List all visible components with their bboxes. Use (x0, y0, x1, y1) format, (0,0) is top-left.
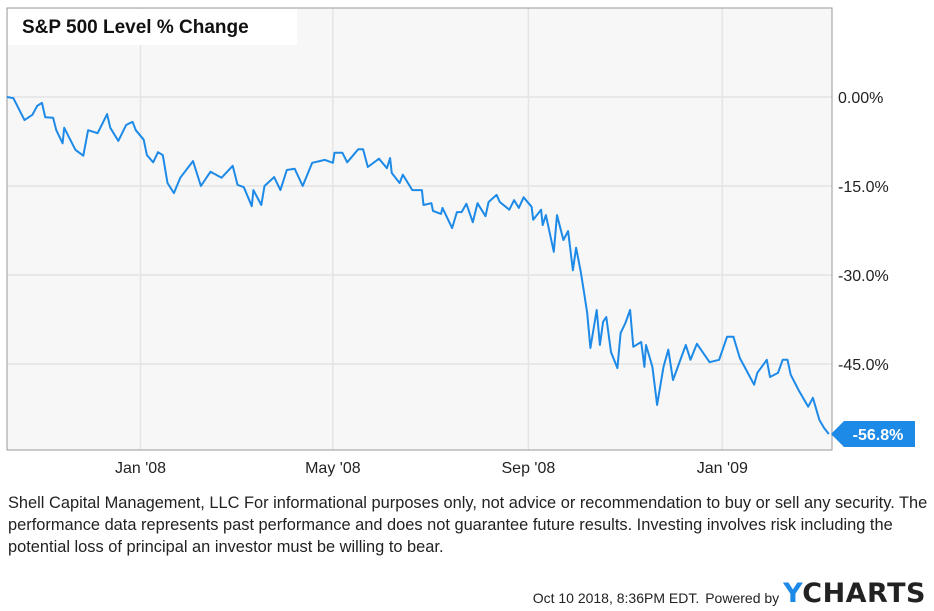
end-value-tag (831, 420, 915, 447)
disclaimer-text: Shell Capital Management, LLC For inform… (8, 494, 928, 556)
title-box (8, 9, 297, 45)
y-tick-label: -15.0% (838, 179, 889, 196)
y-tick-label: -30.0% (838, 268, 889, 285)
end-value-label: -56.8% (853, 427, 904, 444)
logo-rest: CHARTS (802, 578, 926, 609)
y-tick-label: -45.0% (838, 357, 889, 374)
line-chart: 0.00% -15.0% -30.0% -45.0% Jan '08 May '08 Sep… (6, 7, 915, 477)
chart-title: S&P 500 Level % Change (22, 17, 249, 38)
plot-border (6, 7, 833, 451)
y-tick-label: 0.00% (838, 90, 883, 107)
powered-by-label: Powered by (705, 590, 780, 606)
series-line (6, 96, 830, 435)
timestamp: Oct 10 2018, 8:36PM EDT. (532, 590, 700, 606)
plot-background (7, 8, 832, 450)
ycharts-logo[interactable]: YCHARTS (783, 580, 926, 608)
x-tick-label: Sep '08 (502, 460, 556, 477)
logo-y: Y (783, 578, 803, 609)
footer: Oct 10 2018, 8:36PM EDT. Powered by YCHA… (533, 580, 926, 608)
x-tick-label: Jan '09 (697, 460, 748, 477)
x-tick-label: May '08 (305, 460, 361, 477)
x-tick-label: Jan '08 (115, 460, 166, 477)
